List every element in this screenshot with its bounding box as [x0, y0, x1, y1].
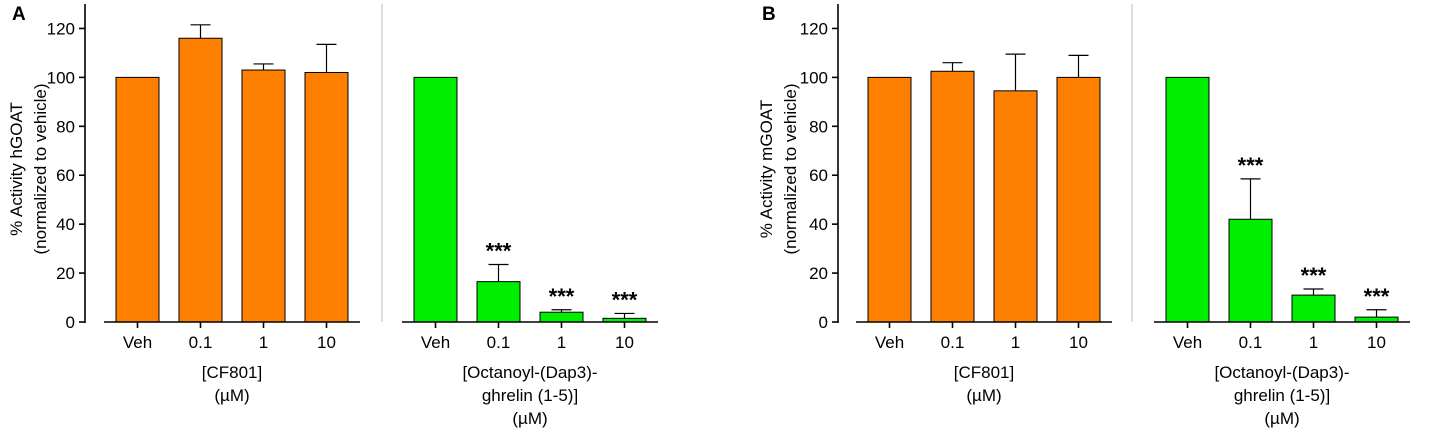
significance-marker: ***	[1238, 153, 1264, 178]
y-axis-label: (normalized to vehicle)	[31, 83, 50, 254]
y-tick-label: 0	[66, 313, 75, 332]
x-tick-label: Veh	[1173, 333, 1202, 352]
x-tick-label: 0.1	[189, 333, 213, 352]
bar	[993, 90, 1038, 323]
y-tick-label: 100	[800, 68, 828, 87]
bar	[1228, 218, 1273, 323]
group-label: (µM)	[214, 386, 249, 405]
x-tick-label: 10	[1069, 333, 1088, 352]
bar	[1291, 294, 1336, 323]
y-axis-label: (normalized to vehicle)	[781, 83, 800, 254]
bar	[413, 76, 458, 323]
x-tick-label: 10	[615, 333, 634, 352]
group-label: ghrelin (1-5)]	[1234, 386, 1330, 405]
bar	[1165, 76, 1210, 323]
group-label: (µM)	[512, 409, 547, 428]
x-tick-label: 0.1	[941, 333, 965, 352]
x-tick-label: 0.1	[487, 333, 511, 352]
group-label: [CF801]	[202, 363, 262, 382]
y-tick-label: 60	[56, 166, 75, 185]
x-tick-label: Veh	[875, 333, 904, 352]
bar	[115, 76, 160, 323]
bar	[539, 311, 584, 323]
group-label: [CF801]	[954, 363, 1014, 382]
x-tick-label: 1	[1309, 333, 1318, 352]
y-tick-label: 120	[800, 19, 828, 38]
significance-marker: ***	[1301, 263, 1327, 288]
significance-marker: ***	[612, 287, 638, 312]
bar	[304, 71, 349, 323]
group-label: (µM)	[966, 386, 1001, 405]
y-tick-label: 0	[819, 313, 828, 332]
y-axis-label: % Activity hGOAT	[7, 102, 26, 236]
x-tick-label: Veh	[123, 333, 152, 352]
group-label: [Octanoyl-(Dap3)-	[462, 363, 597, 382]
bar	[867, 76, 912, 323]
group-label: (µM)	[1264, 409, 1299, 428]
group-label: [Octanoyl-(Dap3)-	[1214, 363, 1349, 382]
bar	[178, 37, 223, 323]
bar	[476, 281, 521, 323]
bar	[241, 69, 286, 323]
y-tick-label: 100	[47, 68, 75, 87]
panel-label: A	[12, 4, 26, 25]
y-tick-label: 120	[47, 19, 75, 38]
x-tick-label: 0.1	[1239, 333, 1263, 352]
y-tick-label: 20	[56, 264, 75, 283]
panel-label: B	[762, 4, 776, 25]
x-tick-label: 10	[317, 333, 336, 352]
y-tick-label: 20	[809, 264, 828, 283]
x-tick-label: Veh	[421, 333, 450, 352]
x-tick-label: 1	[259, 333, 268, 352]
y-tick-label: 60	[809, 166, 828, 185]
x-tick-label: 1	[557, 333, 566, 352]
bar	[930, 70, 975, 323]
y-tick-label: 40	[56, 215, 75, 234]
bar	[1056, 76, 1101, 323]
x-tick-label: 1	[1011, 333, 1020, 352]
group-label: ghrelin (1-5)]	[482, 386, 578, 405]
significance-marker: ***	[1364, 284, 1390, 309]
significance-marker: ***	[486, 239, 512, 264]
y-tick-label: 80	[809, 117, 828, 136]
y-tick-label: 80	[56, 117, 75, 136]
x-tick-label: 10	[1367, 333, 1386, 352]
y-axis-label: % Activity mGOAT	[757, 100, 776, 239]
y-tick-label: 40	[809, 215, 828, 234]
significance-marker: ***	[549, 284, 575, 309]
